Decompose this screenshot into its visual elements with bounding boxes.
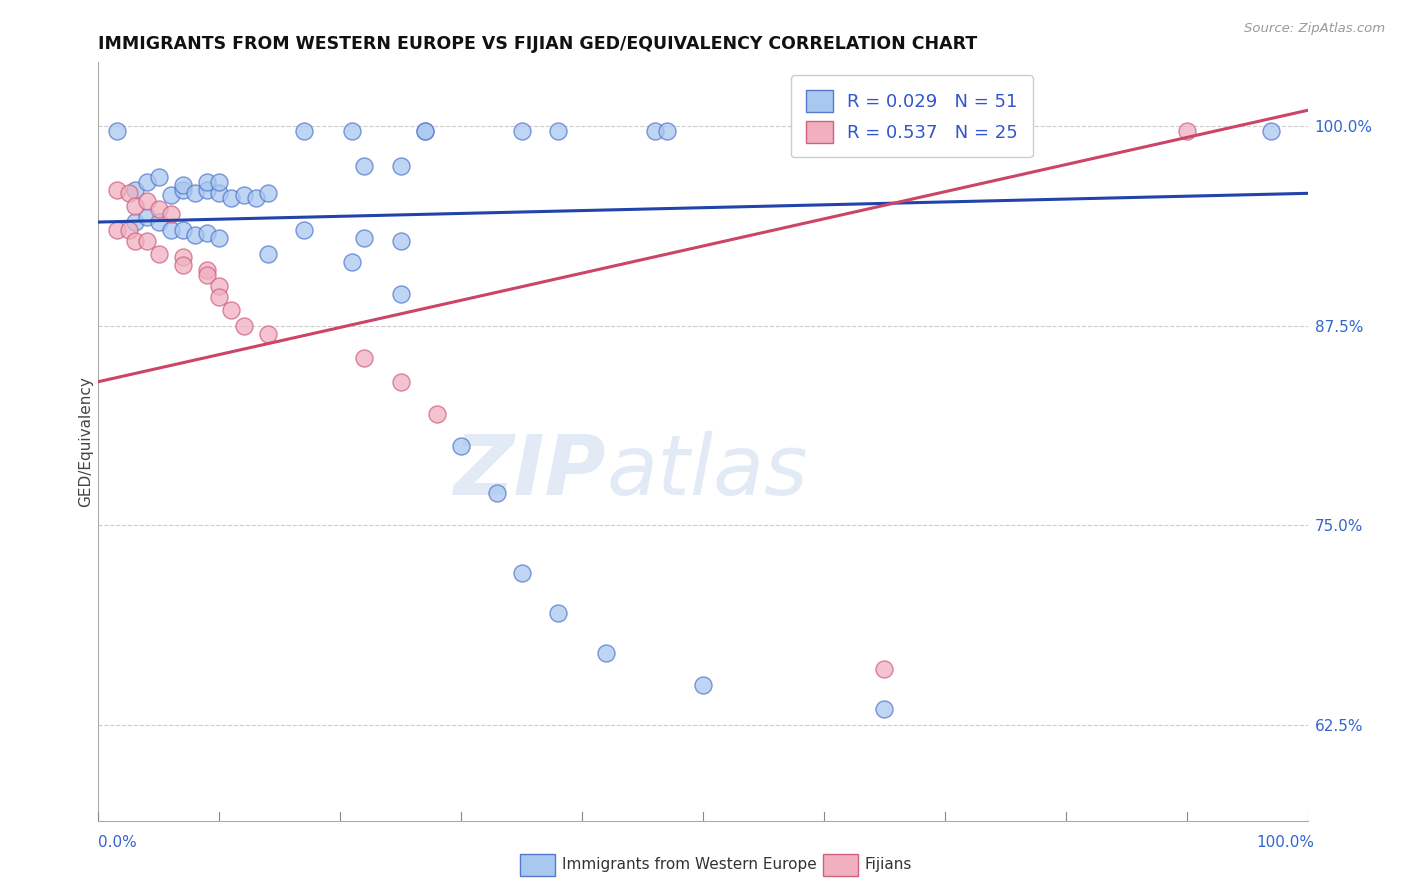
Point — [232, 318, 254, 333]
Point — [195, 268, 218, 282]
Point — [389, 234, 412, 248]
Point — [135, 234, 157, 248]
Text: IMMIGRANTS FROM WESTERN EUROPE VS FIJIAN GED/EQUIVALENCY CORRELATION CHART: IMMIGRANTS FROM WESTERN EUROPE VS FIJIAN… — [98, 35, 977, 53]
Point — [135, 175, 157, 189]
Point — [148, 247, 170, 261]
Point — [1260, 124, 1282, 138]
Point — [873, 702, 896, 716]
Point — [160, 223, 183, 237]
Point — [221, 302, 243, 317]
Point — [172, 258, 194, 272]
Point — [172, 183, 194, 197]
Point — [547, 124, 569, 138]
Point — [256, 186, 278, 201]
Point — [353, 159, 375, 173]
Point — [256, 247, 278, 261]
Point — [208, 231, 231, 245]
Point — [256, 326, 278, 341]
Point — [118, 186, 141, 201]
Point — [195, 175, 218, 189]
Point — [148, 170, 170, 185]
Point — [172, 250, 194, 264]
Point — [426, 407, 449, 421]
Point — [195, 226, 218, 240]
Point — [148, 202, 170, 217]
Point — [172, 178, 194, 193]
Point — [644, 124, 666, 138]
Point — [148, 215, 170, 229]
Point — [413, 124, 436, 138]
Point — [245, 191, 267, 205]
Point — [292, 124, 315, 138]
Point — [813, 124, 835, 138]
Point — [813, 124, 835, 138]
Y-axis label: GED/Equivalency: GED/Equivalency — [77, 376, 93, 507]
Point — [124, 183, 146, 197]
Point — [135, 211, 157, 225]
Text: Fijians: Fijians — [865, 857, 912, 871]
Point — [195, 183, 218, 197]
Point — [105, 124, 128, 138]
Point — [195, 263, 218, 277]
Text: 0.0%: 0.0% — [98, 836, 138, 850]
Point — [124, 199, 146, 213]
Point — [208, 175, 231, 189]
Text: Source: ZipAtlas.com: Source: ZipAtlas.com — [1244, 22, 1385, 36]
Point — [208, 290, 231, 304]
Point — [873, 124, 896, 138]
Point — [389, 286, 412, 301]
Point — [595, 646, 617, 660]
Text: Immigrants from Western Europe: Immigrants from Western Europe — [562, 857, 817, 871]
Point — [413, 124, 436, 138]
Point — [342, 255, 364, 269]
Point — [105, 223, 128, 237]
Point — [655, 124, 678, 138]
Point — [389, 159, 412, 173]
Point — [208, 186, 231, 201]
Point — [221, 191, 243, 205]
Point — [1175, 124, 1198, 138]
Point — [486, 486, 509, 500]
Point — [389, 375, 412, 389]
Point — [160, 188, 183, 202]
Point — [172, 223, 194, 237]
Legend: R = 0.029   N = 51, R = 0.537   N = 25: R = 0.029 N = 51, R = 0.537 N = 25 — [792, 75, 1032, 157]
Point — [184, 227, 207, 242]
Point — [135, 194, 157, 209]
Point — [292, 223, 315, 237]
Point — [208, 279, 231, 293]
Point — [342, 124, 364, 138]
Point — [547, 606, 569, 620]
Point — [873, 662, 896, 676]
Point — [232, 188, 254, 202]
Point — [160, 207, 183, 221]
Point — [105, 183, 128, 197]
Text: 100.0%: 100.0% — [1257, 836, 1315, 850]
Point — [510, 566, 533, 581]
Point — [118, 223, 141, 237]
Point — [353, 231, 375, 245]
Text: ZIP: ZIP — [454, 432, 606, 512]
Point — [184, 186, 207, 201]
Text: atlas: atlas — [606, 432, 808, 512]
Point — [510, 124, 533, 138]
Point — [450, 438, 472, 452]
Point — [124, 215, 146, 229]
Point — [692, 678, 714, 692]
Point — [124, 234, 146, 248]
Point — [353, 351, 375, 365]
